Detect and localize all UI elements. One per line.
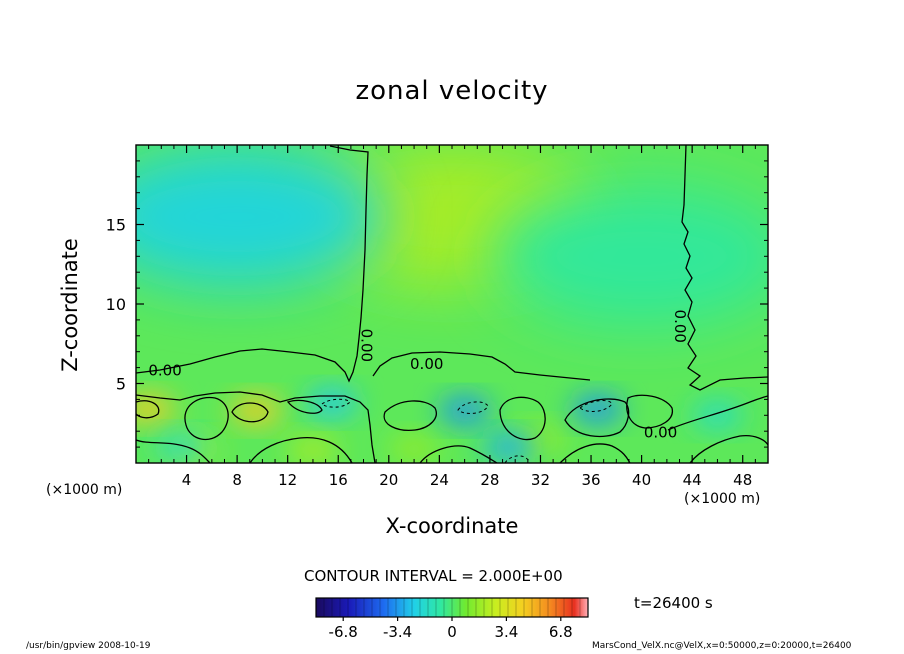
field-feature-negative [136,146,388,287]
colorbar-gradient [316,598,588,617]
x-tick-label: 4 [182,471,192,489]
chart-title: zonal velocity [355,76,549,106]
x-unit-label-right: (×1000 m) [684,491,761,507]
colorbar-tick-label: -3.4 [383,623,412,641]
zero-contour-right-column [681,145,768,391]
zero-contour-lower-band [136,391,376,463]
colorbar-tick-label: 0 [447,623,457,641]
colorbar-tick-label: 6.8 [549,623,573,641]
y-axis-label: Z-coordinate [58,238,82,372]
contour-loop-4 [136,439,211,463]
zero-contours [136,145,768,463]
footer-program-date: /usr/bin/gpview 2008-10-19 [26,641,151,651]
x-tick-label: 44 [683,471,702,489]
contour-loop-2 [231,402,269,423]
contour-loop-14 [286,399,323,414]
contour-label: 0.00 [671,310,689,343]
colorbar-ticks: -6.8 -3.4 0 3.4 6.8 [329,617,573,641]
contour-loop-10 [559,443,631,463]
contour-loop-1 [184,396,229,441]
contour-label: 0.00 [148,361,181,379]
x-tick-label: 28 [480,471,499,489]
contour-loop-13 [689,434,768,463]
negative-contour-4 [504,455,531,463]
contour-loop-6 [383,400,437,431]
contour-label: 0.00 [410,355,443,373]
x-tick-label: 32 [531,471,550,489]
colorbar-stripes [323,598,581,617]
contour-loop-9 [419,445,498,463]
x-tick-label: 20 [379,471,398,489]
field-feature-positive [286,436,339,463]
field-feature-negative [482,433,535,462]
x-tick-label: 48 [733,471,752,489]
field-feature-negative [438,396,491,425]
field-feature-positive [230,396,283,425]
x-tick-label: 36 [581,471,600,489]
x-axis-label: X-coordinate [385,514,519,538]
contour-label: 0.00 [358,329,376,362]
colorbar-tick-label: 3.4 [494,623,518,641]
x-tick-label: 40 [632,471,651,489]
field-feature-positive [388,434,441,463]
field-feature-positive [136,394,175,423]
zero-contour-left-column [136,145,369,383]
contour-labels: 0.00 0.00 0.00 0.00 0.00 [148,310,689,442]
x-tick-label: 16 [329,471,348,489]
contour-loop-8 [564,398,630,438]
x-tick-label: 12 [278,471,297,489]
contour-interval-note: CONTOUR INTERVAL = 2.000E+00 [304,567,563,585]
footer-dataset-info: MarsCond_VelX.nc@VelX,x=0:50000,z=0:2000… [592,641,852,651]
x-tick-label: 8 [232,471,242,489]
y-tick-label: 5 [116,375,126,394]
y-tick-label: 15 [106,216,126,235]
contour-label: 0.00 [644,423,677,441]
zero-contour-middle [372,351,591,381]
negative-contours [321,398,613,463]
time-label: t=26400 s [634,594,713,612]
x-tick-label: 24 [430,471,449,489]
y-tick-label: 10 [106,295,126,314]
velocity-field [136,146,768,463]
contour-loop-11 [626,394,673,429]
field-feature-negative [691,401,744,430]
contour-loop-3 [136,400,160,419]
field-feature-negative [154,433,207,462]
contour-loop-7 [499,396,546,441]
x-unit-label-left: (×1000 m) [46,482,123,498]
contour-loop-12 [667,395,768,431]
plot-area: 0.000.000.000.000.00 4 8 12 16 20 24 28 32 36 40 4… [106,144,769,489]
field-feature-negative [491,186,768,327]
colorbar: -6.8 -3.4 0 3.4 6.8 [315,597,589,641]
contour-loop-5 [249,436,353,463]
colorbar-tick-label: -6.8 [329,623,358,641]
